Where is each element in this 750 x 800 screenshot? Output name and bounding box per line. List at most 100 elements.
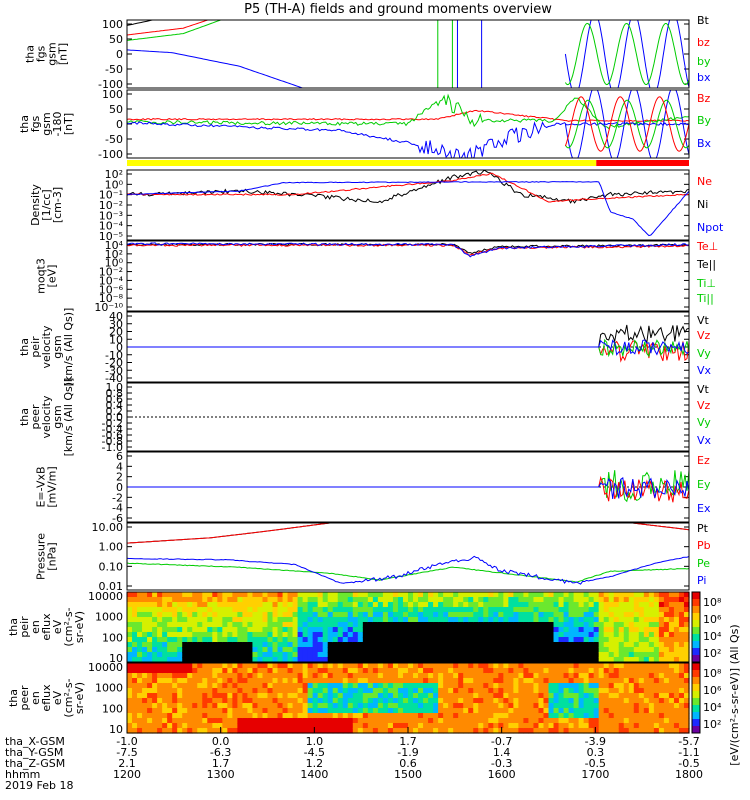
spectrogram-cell xyxy=(397,637,404,643)
spectrogram-cell xyxy=(553,673,560,679)
spectrogram-cell xyxy=(603,607,610,613)
spectrogram-cell xyxy=(683,612,690,618)
spectrogram-cell xyxy=(473,632,479,638)
spectrogram-cell xyxy=(292,668,299,674)
spectrogram-cell xyxy=(372,597,379,603)
spectrogram-cell xyxy=(147,713,153,719)
spectrogram-cell xyxy=(483,698,489,704)
spectrogram-cell xyxy=(593,617,600,623)
spectrogram-cell xyxy=(658,597,665,603)
spectrogram-cell xyxy=(483,607,489,613)
spectrogram-cell xyxy=(302,597,309,603)
spectrogram-cell xyxy=(483,592,489,598)
spectrogram-cell xyxy=(257,683,264,689)
spectrogram-cell xyxy=(392,668,399,674)
spectrogram-cell xyxy=(598,713,605,719)
spectrogram-cell xyxy=(613,647,620,653)
spectrogram-cell xyxy=(458,612,464,618)
spectrogram-cell xyxy=(287,627,294,633)
spectrogram-cell xyxy=(242,718,249,724)
spectrogram-cell xyxy=(438,597,444,603)
spectrogram-cell xyxy=(277,612,284,618)
spectrogram-cell xyxy=(162,632,168,638)
spectrogram-cell xyxy=(488,612,494,618)
spectrogram-cell xyxy=(628,708,635,714)
spectrogram-cell xyxy=(267,637,274,643)
spectrogram-cell xyxy=(473,713,479,719)
spectrogram-cell xyxy=(352,728,359,734)
spectrogram-cell xyxy=(643,713,650,719)
spectrogram-cell xyxy=(503,647,509,653)
spectrogram-cell xyxy=(292,713,299,719)
colorbar-cell xyxy=(692,634,700,642)
spectrogram-cell xyxy=(177,693,183,699)
spectrogram-cell xyxy=(172,622,178,628)
spectrogram-cell xyxy=(287,612,294,618)
spectrogram-cell xyxy=(588,597,595,603)
legend-entry: Ez xyxy=(697,454,710,467)
spectrogram-cell xyxy=(533,693,540,699)
spectrogram-cell xyxy=(643,723,650,729)
spectrogram-cell xyxy=(423,663,429,669)
spectrogram-cell xyxy=(513,693,519,699)
spectrogram-cell xyxy=(267,657,274,663)
spectrogram-cell xyxy=(277,688,284,694)
spectrogram-cell xyxy=(302,683,309,689)
spectrogram-cell xyxy=(167,693,173,699)
spectrogram-cell xyxy=(438,718,444,724)
spectrogram-cell xyxy=(382,683,389,689)
spectrogram-cell xyxy=(392,708,399,714)
ylabel-line: -180 xyxy=(51,112,64,137)
spectrogram-cell xyxy=(262,607,269,613)
spectrogram-cell xyxy=(498,728,504,734)
spectrogram-cell xyxy=(433,632,439,638)
spectrogram-cell xyxy=(367,693,374,699)
spectrogram-cell xyxy=(322,673,329,679)
spectrogram-cell xyxy=(678,728,685,734)
spectrogram-cell xyxy=(182,637,188,643)
spectrogram-cell xyxy=(202,622,208,628)
spectrogram-cell xyxy=(342,597,349,603)
spectrogram-cell xyxy=(618,632,625,638)
spectrogram-cell xyxy=(438,698,444,704)
spectrogram-cell xyxy=(518,703,525,709)
spectrogram-cell xyxy=(458,663,464,669)
spectrogram-cell xyxy=(573,718,580,724)
spectrogram-cell xyxy=(573,663,580,669)
spectrogram-cell xyxy=(508,663,514,669)
spectrogram-cell xyxy=(613,688,620,694)
spectrogram-cell xyxy=(633,688,640,694)
spectrogram-cell xyxy=(608,698,615,704)
spectrogram-cell xyxy=(392,637,399,643)
spectrogram-cell xyxy=(618,652,625,658)
spectrogram-cell xyxy=(332,683,339,689)
spectrogram-cell xyxy=(423,647,429,653)
spectrogram-cell xyxy=(397,647,404,653)
spectrogram-cell xyxy=(638,668,645,674)
spectrogram-cell xyxy=(653,728,660,734)
spectrogram-cell xyxy=(362,652,369,658)
spectrogram-cell xyxy=(513,708,519,714)
spectrogram-cell xyxy=(633,622,640,628)
spectrogram-cell xyxy=(673,693,680,699)
spectrogram-cell xyxy=(237,673,244,679)
spectrogram-cell xyxy=(232,708,238,714)
spectrogram-cell xyxy=(558,723,565,729)
spectrogram-cell xyxy=(307,627,314,633)
spectrogram-cell xyxy=(613,663,620,669)
spectrogram-cell xyxy=(372,723,379,729)
spectrogram-cell xyxy=(468,713,474,719)
spectrogram-cell xyxy=(367,617,374,623)
spectrogram-cell xyxy=(182,688,188,694)
spectrogram-cell xyxy=(197,668,203,674)
colorbar-cell xyxy=(692,726,700,734)
spectrogram-cell xyxy=(593,663,600,669)
spectrogram-cell xyxy=(408,632,414,638)
spectrogram-cell xyxy=(392,632,399,638)
spectrogram-cell xyxy=(593,693,600,699)
spectrogram-cell xyxy=(463,592,469,598)
spectrogram-cell xyxy=(408,602,414,608)
y-tick-label: 0 xyxy=(116,481,123,494)
spectrogram-cell xyxy=(528,642,535,648)
spectrogram-cell xyxy=(187,688,193,694)
